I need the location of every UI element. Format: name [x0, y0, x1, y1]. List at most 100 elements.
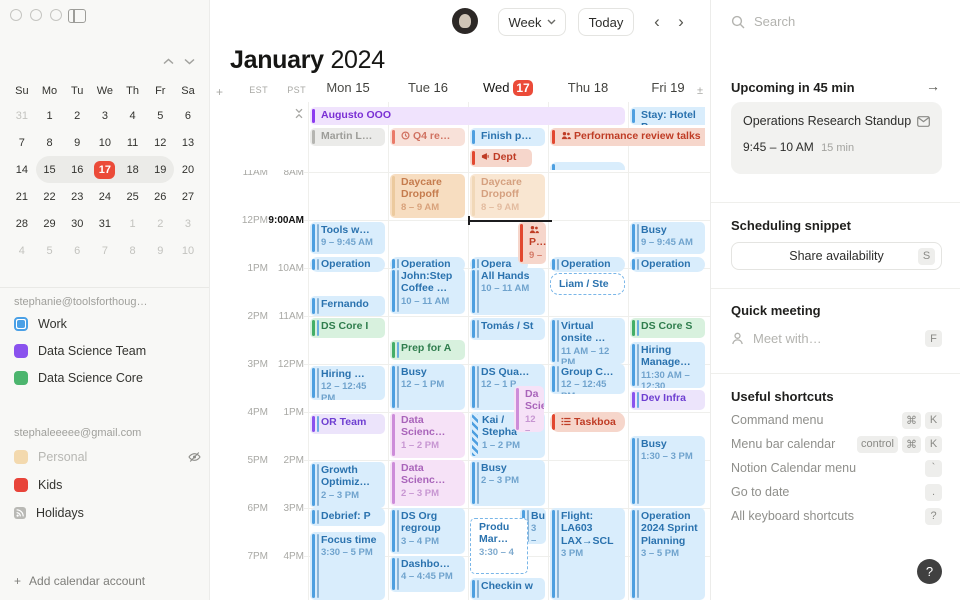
mini-day[interactable]: 26 [154, 190, 167, 203]
mini-day[interactable]: 25 [126, 190, 139, 203]
mini-day[interactable]: 5 [46, 244, 53, 257]
calendar-color-swatch[interactable] [14, 344, 28, 358]
today-button[interactable]: Today [578, 8, 634, 36]
mini-day[interactable]: 17 [91, 160, 119, 179]
event[interactable]: Tools w… 9 – 9:45 AM [310, 222, 385, 254]
event[interactable]: Dev Infra [630, 390, 705, 410]
event[interactable]: Flight: LA603 LAX→SCL 3 PM [550, 508, 625, 600]
envelope-icon[interactable] [917, 115, 930, 127]
mini-day[interactable]: 7 [101, 244, 108, 257]
mini-day[interactable]: 31 [98, 217, 112, 230]
window-close-button[interactable] [10, 9, 22, 21]
sidebar-toggle-icon[interactable] [68, 9, 86, 23]
mini-day[interactable]: 10 [181, 244, 195, 257]
event[interactable]: Busy 1:30 – 3 PM [630, 436, 705, 506]
mini-day[interactable]: 3 [101, 109, 108, 122]
event[interactable]: Performance review talks [550, 128, 705, 146]
add-calendar-account-button[interactable]: + Add calendar account [14, 574, 146, 588]
mini-day[interactable]: 9 [74, 136, 81, 149]
event[interactable] [550, 162, 625, 170]
mini-day[interactable]: 22 [43, 190, 56, 203]
event[interactable]: Dept … [470, 149, 532, 167]
event[interactable]: Hiring … 12 – 12:45 PM [310, 366, 385, 400]
next-week-button[interactable]: › [678, 12, 684, 31]
event[interactable]: Busy 9 – 9:45 AM [630, 222, 705, 254]
event[interactable]: Operation [550, 257, 625, 272]
mini-cal-prev-icon[interactable] [163, 58, 174, 65]
day-header-thu[interactable]: Thu 18 [548, 80, 628, 95]
prev-week-button[interactable]: ‹ [654, 12, 660, 31]
event[interactable]: Taskboa [550, 412, 625, 432]
event[interactable]: Debrief: P [310, 508, 385, 526]
calendar-color-swatch[interactable] [14, 371, 28, 385]
mini-day[interactable]: 27 [181, 190, 195, 203]
mini-day[interactable]: 28 [15, 217, 28, 230]
event[interactable]: Checkin w [470, 578, 545, 600]
calendar-color-swatch[interactable] [14, 317, 28, 331]
add-timezone-icon[interactable]: + [216, 85, 224, 99]
day-header-tue[interactable]: Tue 16 [388, 80, 468, 95]
mini-day[interactable]: 23 [71, 190, 84, 203]
event[interactable]: Fernando [310, 296, 385, 316]
mini-day[interactable]: 2 [157, 217, 164, 230]
event[interactable]: DS Core I [310, 318, 385, 338]
mini-day[interactable]: 10 [98, 136, 112, 149]
calendar-color-swatch[interactable] [14, 450, 28, 464]
event[interactable]: Daycare Dropoff 8 – 9 AM [470, 174, 545, 218]
day-header-mon[interactable]: Mon 15 [308, 80, 388, 95]
event[interactable]: All Hands 10 – 11 AM [470, 268, 545, 315]
mini-cal-next-icon[interactable] [184, 58, 195, 65]
help-button[interactable]: ? [917, 559, 942, 584]
event[interactable]: Busy 2 – 3 PM [470, 460, 545, 506]
share-availability-button[interactable]: Share availability S [731, 242, 942, 270]
event[interactable]: Martin L… [310, 128, 385, 146]
day-header-wed[interactable]: Wed 17 [468, 80, 548, 96]
mini-day[interactable]: 30 [71, 217, 84, 230]
mini-day[interactable]: 15 [43, 163, 56, 176]
sidebar-calendar-work[interactable]: Work [14, 314, 201, 334]
event[interactable]: Virtual onsite … 11 AM – 12 PM [550, 318, 625, 364]
mini-day[interactable]: 12 [154, 136, 167, 149]
event[interactable]: Operation [310, 257, 385, 272]
mini-day[interactable]: 6 [184, 109, 192, 122]
sidebar-calendar-kids[interactable]: Kids [14, 475, 201, 495]
upcoming-event-card[interactable]: Operations Research Standup 9:45 – 10 AM… [731, 102, 942, 174]
mini-day[interactable]: 9 [157, 244, 164, 257]
event[interactable]: Focus time 3:30 – 5 PM [310, 532, 385, 600]
event[interactable]: Operation [630, 257, 705, 272]
meet-with-input[interactable]: Meet with… F [731, 330, 942, 347]
event[interactable]: Data Scienc… 1 – 2 PM [390, 412, 465, 458]
upcoming-arrow-icon[interactable]: → [926, 78, 940, 94]
event[interactable]: Busy 12 – 1 PM [390, 364, 465, 410]
window-minimize-button[interactable] [30, 9, 42, 21]
mini-day[interactable]: 11 [126, 136, 139, 149]
event[interactable]: Prep for A [390, 340, 465, 360]
mini-day[interactable]: 29 [43, 217, 56, 230]
event[interactable]: Growth Optimiz… 2 – 3 PM [310, 462, 385, 508]
event[interactable]: P… 9 – [518, 222, 546, 264]
sidebar-calendar-holidays[interactable]: Holidays [14, 503, 201, 523]
mini-day[interactable]: 18 [126, 163, 139, 176]
event[interactable]: DS Org regroup 3 – 4 PM [390, 508, 465, 554]
event[interactable]: Data Scienc… 2 – 3 PM [390, 460, 465, 506]
timezone-adjust-icon[interactable]: ± [697, 85, 704, 97]
mini-day[interactable]: 7 [18, 136, 25, 149]
sidebar-calendar-data-science-core[interactable]: Data Science Core [14, 368, 201, 388]
event[interactable]: Produ Mar… 3:30 – 4 [470, 518, 528, 574]
mini-day[interactable]: 8 [46, 136, 53, 149]
event[interactable]: John:Step Coffee … 10 – 11 AM [390, 268, 465, 314]
mini-day[interactable]: 31 [15, 109, 28, 122]
event[interactable]: Augusto OOO [310, 107, 625, 125]
event[interactable]: Daycare Dropoff 8 – 9 AM [390, 174, 465, 218]
sidebar-calendar-personal[interactable]: Personal [14, 447, 201, 467]
mini-day[interactable]: 24 [98, 190, 112, 203]
mini-day[interactable]: 1 [46, 109, 53, 122]
mini-day[interactable]: 3 [184, 217, 192, 230]
event[interactable]: Dashbo… 4 – 4:45 PM [390, 556, 465, 592]
mini-day[interactable]: 1 [129, 217, 136, 230]
event[interactable]: Q4 re… [390, 128, 465, 146]
mini-day[interactable]: 5 [157, 109, 164, 122]
search-input[interactable]: Search [731, 14, 795, 29]
event[interactable]: Operation 2024 Sprint Planning 3 – 5 PM [630, 508, 705, 600]
window-zoom-button[interactable] [50, 9, 62, 21]
